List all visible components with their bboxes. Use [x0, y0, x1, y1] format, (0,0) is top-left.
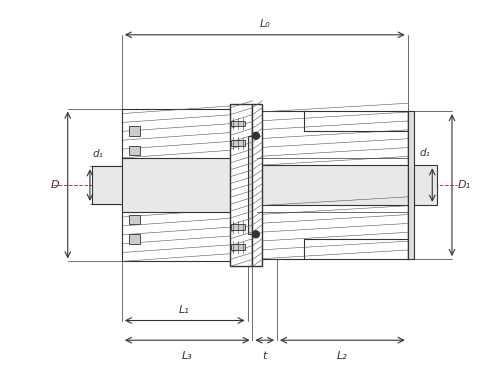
Bar — [258, 165, 437, 205]
Bar — [408, 111, 414, 259]
Text: L₁: L₁ — [179, 304, 190, 315]
Bar — [130, 126, 140, 136]
Bar — [122, 109, 248, 261]
Circle shape — [252, 231, 260, 238]
Bar — [130, 234, 140, 244]
Text: L₀: L₀ — [260, 19, 270, 29]
Text: t: t — [262, 351, 267, 361]
Bar — [130, 214, 140, 225]
Text: d₁: d₁ — [419, 148, 430, 158]
Text: d₁: d₁ — [92, 149, 103, 159]
Bar — [92, 166, 168, 204]
Bar — [231, 224, 244, 230]
Bar — [230, 104, 252, 266]
Bar — [231, 140, 244, 146]
Bar — [231, 244, 244, 250]
Text: D₁: D₁ — [458, 180, 471, 190]
Bar — [252, 104, 262, 266]
Text: D: D — [50, 180, 59, 190]
Bar — [130, 146, 140, 156]
Circle shape — [252, 132, 260, 139]
Text: L₂: L₂ — [336, 351, 347, 361]
Bar — [231, 120, 244, 126]
Text: L₃: L₃ — [182, 351, 192, 361]
Bar — [248, 136, 258, 234]
Bar — [258, 111, 408, 259]
Bar — [122, 158, 248, 212]
